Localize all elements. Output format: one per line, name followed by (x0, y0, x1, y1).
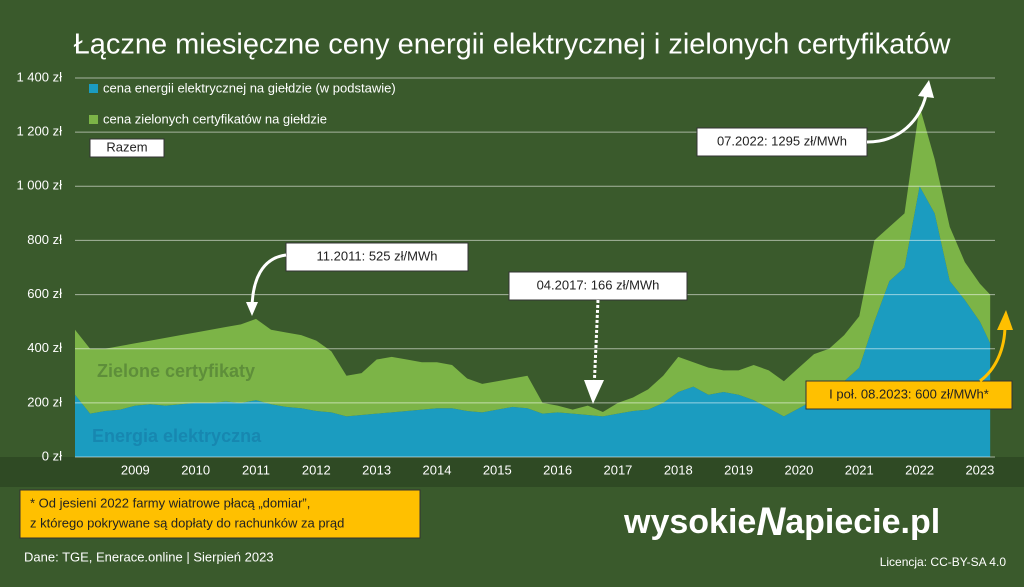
annotation-box (696, 127, 868, 157)
y-tick-label: 800 zł (27, 232, 62, 247)
logo-part: N (756, 500, 786, 544)
y-tick-label: 0 zł (42, 448, 62, 463)
x-tick-label: 2020 (784, 462, 813, 477)
footnote: * Od jesieni 2022 farmy wiatrowe płacą „… (30, 495, 310, 510)
x-tick-label: 2012 (302, 462, 331, 477)
annotation: 07.2022: 1295 zł/MWh (717, 133, 847, 148)
annotation-arrow (979, 324, 1007, 383)
x-axis-band (0, 457, 1024, 487)
annotation: I poł. 08.2023: 600 zł/MWh* (829, 386, 989, 401)
x-tick-label: 2011 (242, 462, 270, 477)
annotation-box (285, 242, 469, 272)
legend-swatch (89, 115, 98, 124)
logo: wysokieNapiecie.pl (623, 500, 940, 544)
logo-part: apiecie.pl (785, 503, 940, 541)
logo-part: wysokie (623, 503, 756, 541)
legend-swatch (89, 84, 98, 93)
legend-entry: cena energii elektrycznej na giełdzie (w… (103, 80, 396, 95)
legend-total-box (89, 138, 165, 158)
y-tick-label: 600 zł (27, 286, 62, 301)
x-tick-label: 2015 (483, 462, 512, 477)
annotation-arrowhead (246, 302, 258, 316)
area-label: Energia elektryczna (92, 426, 262, 446)
annotation-arrow (866, 94, 928, 144)
annotation-arrow (592, 299, 600, 391)
x-tick-label: 2022 (905, 462, 934, 477)
chart-title: Łączne miesięczne ceny energii elektrycz… (74, 29, 952, 61)
annotation-arrow (250, 253, 287, 311)
footnote-box (19, 489, 421, 539)
y-tick-label: 1 400 zł (16, 69, 62, 84)
license: Licencja: CC-BY-SA 4.0 (880, 555, 1007, 569)
x-tick-label: 2010 (181, 462, 210, 477)
source: Dane: TGE, Enerace.online | Sierpień 202… (24, 549, 274, 564)
footnote: z którego pokrywane są dopłaty do rachun… (30, 515, 344, 530)
annotation: 04.2017: 166 zł/MWh (537, 277, 660, 292)
annotation-arrowhead (584, 380, 604, 404)
y-tick-label: 400 zł (27, 340, 62, 355)
legend-entry: cena zielonych certyfikatów na giełdzie (103, 111, 327, 126)
x-tick-label: 2016 (543, 462, 572, 477)
annotation-arrowhead (918, 80, 934, 98)
x-tick-label: 2017 (603, 462, 632, 477)
annotation-box (805, 380, 1013, 410)
area (75, 106, 991, 417)
area (75, 186, 991, 458)
legend-entry: Razem (106, 139, 147, 154)
x-tick-label: 2023 (965, 462, 994, 477)
x-tick-label: 2014 (423, 462, 452, 477)
annotation-box (508, 271, 688, 301)
y-tick-label: 200 zł (27, 394, 62, 409)
y-tick-label: 1 000 zł (16, 178, 62, 193)
x-tick-label: 2019 (724, 462, 753, 477)
x-tick-label: 2009 (121, 462, 150, 477)
x-tick-label: 2018 (664, 462, 693, 477)
annotation-arrowhead (997, 310, 1013, 330)
annotation: 11.2011: 525 zł/MWh (317, 248, 438, 263)
x-tick-label: 2013 (362, 462, 391, 477)
y-tick-label: 1 200 zł (16, 124, 62, 139)
x-tick-label: 2021 (845, 462, 874, 477)
area-label: Zielone certyfikaty (97, 361, 255, 381)
